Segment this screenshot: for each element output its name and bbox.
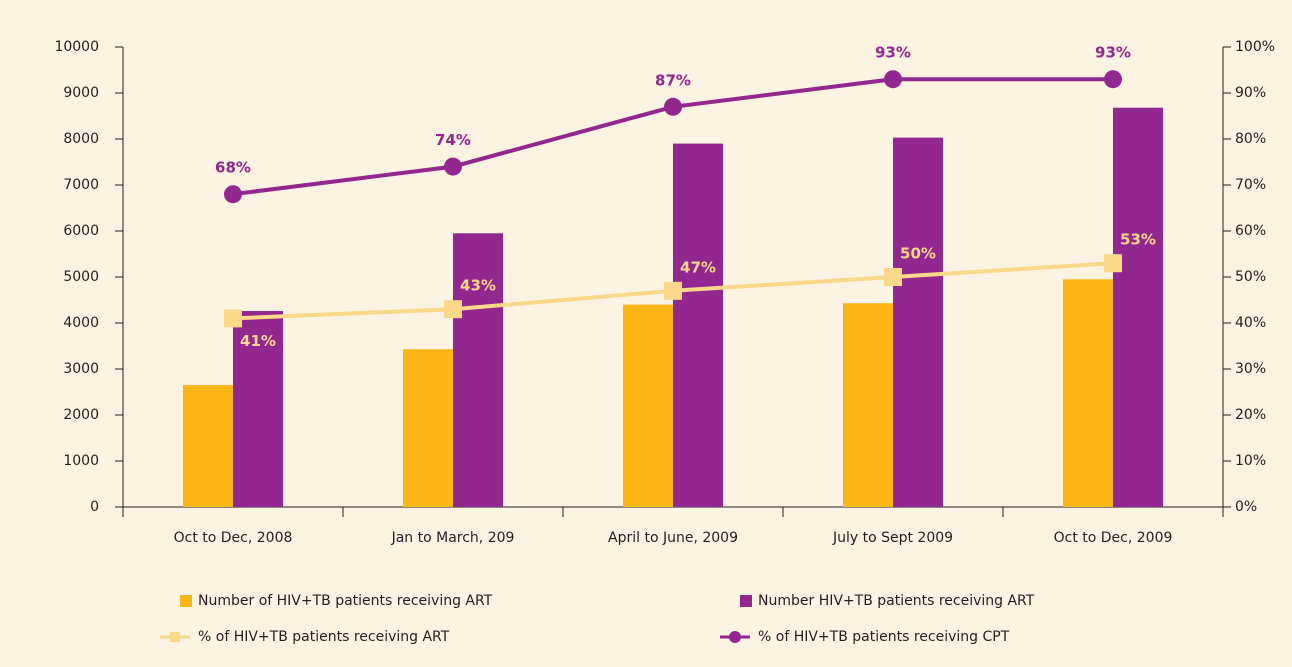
legend-label: % of HIV+TB patients receiving ART <box>198 629 450 645</box>
y2-tick-label: 70% <box>1235 177 1266 193</box>
bar <box>893 137 943 507</box>
bar <box>1063 279 1113 507</box>
legend-marker <box>170 632 180 642</box>
legend-marker <box>729 631 741 643</box>
y2-tick-label: 30% <box>1235 361 1266 377</box>
data-label: 74% <box>435 131 471 149</box>
marker <box>884 268 902 286</box>
legend-swatch <box>740 595 752 607</box>
y-tick-label: 3000 <box>63 361 99 377</box>
y2-tick-label: 100% <box>1235 39 1275 55</box>
bar <box>1113 107 1163 507</box>
bar <box>233 311 283 507</box>
y-tick-label: 2000 <box>63 407 99 423</box>
marker <box>1104 70 1122 89</box>
marker <box>224 309 242 328</box>
data-label: 93% <box>875 44 911 62</box>
marker <box>444 300 462 319</box>
y2-tick-label: 40% <box>1235 315 1266 331</box>
y2-tick-label: 60% <box>1235 223 1266 239</box>
y-tick-label: 8000 <box>63 131 99 147</box>
bar <box>673 143 723 507</box>
data-label: 87% <box>655 71 691 89</box>
x-tick-label: Oct to Dec, 2008 <box>174 530 293 546</box>
bar <box>623 304 673 507</box>
marker <box>1104 254 1122 273</box>
marker <box>444 157 462 176</box>
legend-label: Number of HIV+TB patients receiving ART <box>198 593 493 609</box>
legend-label: Number HIV+TB patients receiving ART <box>758 593 1035 609</box>
data-label: 47% <box>680 258 716 276</box>
data-label: 43% <box>460 277 496 295</box>
y2-tick-label: 20% <box>1235 407 1266 423</box>
y-tick-label: 7000 <box>63 177 99 193</box>
y2-tick-label: 10% <box>1235 453 1266 469</box>
y2-tick-label: 80% <box>1235 131 1266 147</box>
y-tick-label: 6000 <box>63 223 99 239</box>
bar <box>403 349 453 507</box>
bar <box>183 385 233 507</box>
marker <box>884 70 902 89</box>
x-tick-label: Jan to March, 209 <box>391 530 515 546</box>
bar <box>453 233 503 508</box>
data-label: 68% <box>215 159 251 177</box>
x-tick-label: Oct to Dec, 2009 <box>1054 530 1173 546</box>
legend-swatch <box>180 595 192 607</box>
x-tick-label: July to Sept 2009 <box>832 530 953 546</box>
y2-tick-label: 50% <box>1235 269 1266 285</box>
data-label: 93% <box>1095 44 1131 62</box>
marker <box>664 97 682 116</box>
y-tick-label: 10000 <box>54 39 99 55</box>
legend-label: % of HIV+TB patients receiving CPT <box>758 629 1010 645</box>
y2-tick-label: 90% <box>1235 85 1266 101</box>
y-tick-label: 4000 <box>63 315 99 331</box>
data-label: 41% <box>240 332 276 350</box>
marker <box>224 185 242 204</box>
bar <box>843 303 893 507</box>
x-tick-label: April to June, 2009 <box>608 530 738 546</box>
y2-tick-label: 0% <box>1235 499 1257 515</box>
data-label: 50% <box>900 245 936 263</box>
y-tick-label: 9000 <box>63 85 99 101</box>
y-tick-label: 1000 <box>63 453 99 469</box>
y-tick-label: 5000 <box>63 269 99 285</box>
y-tick-label: 0 <box>90 499 99 515</box>
marker <box>664 281 682 300</box>
data-label: 53% <box>1120 231 1156 249</box>
